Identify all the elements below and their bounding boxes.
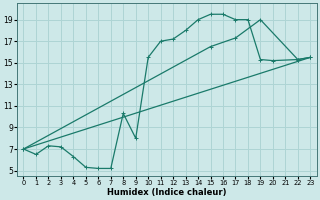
X-axis label: Humidex (Indice chaleur): Humidex (Indice chaleur) [107,188,227,197]
